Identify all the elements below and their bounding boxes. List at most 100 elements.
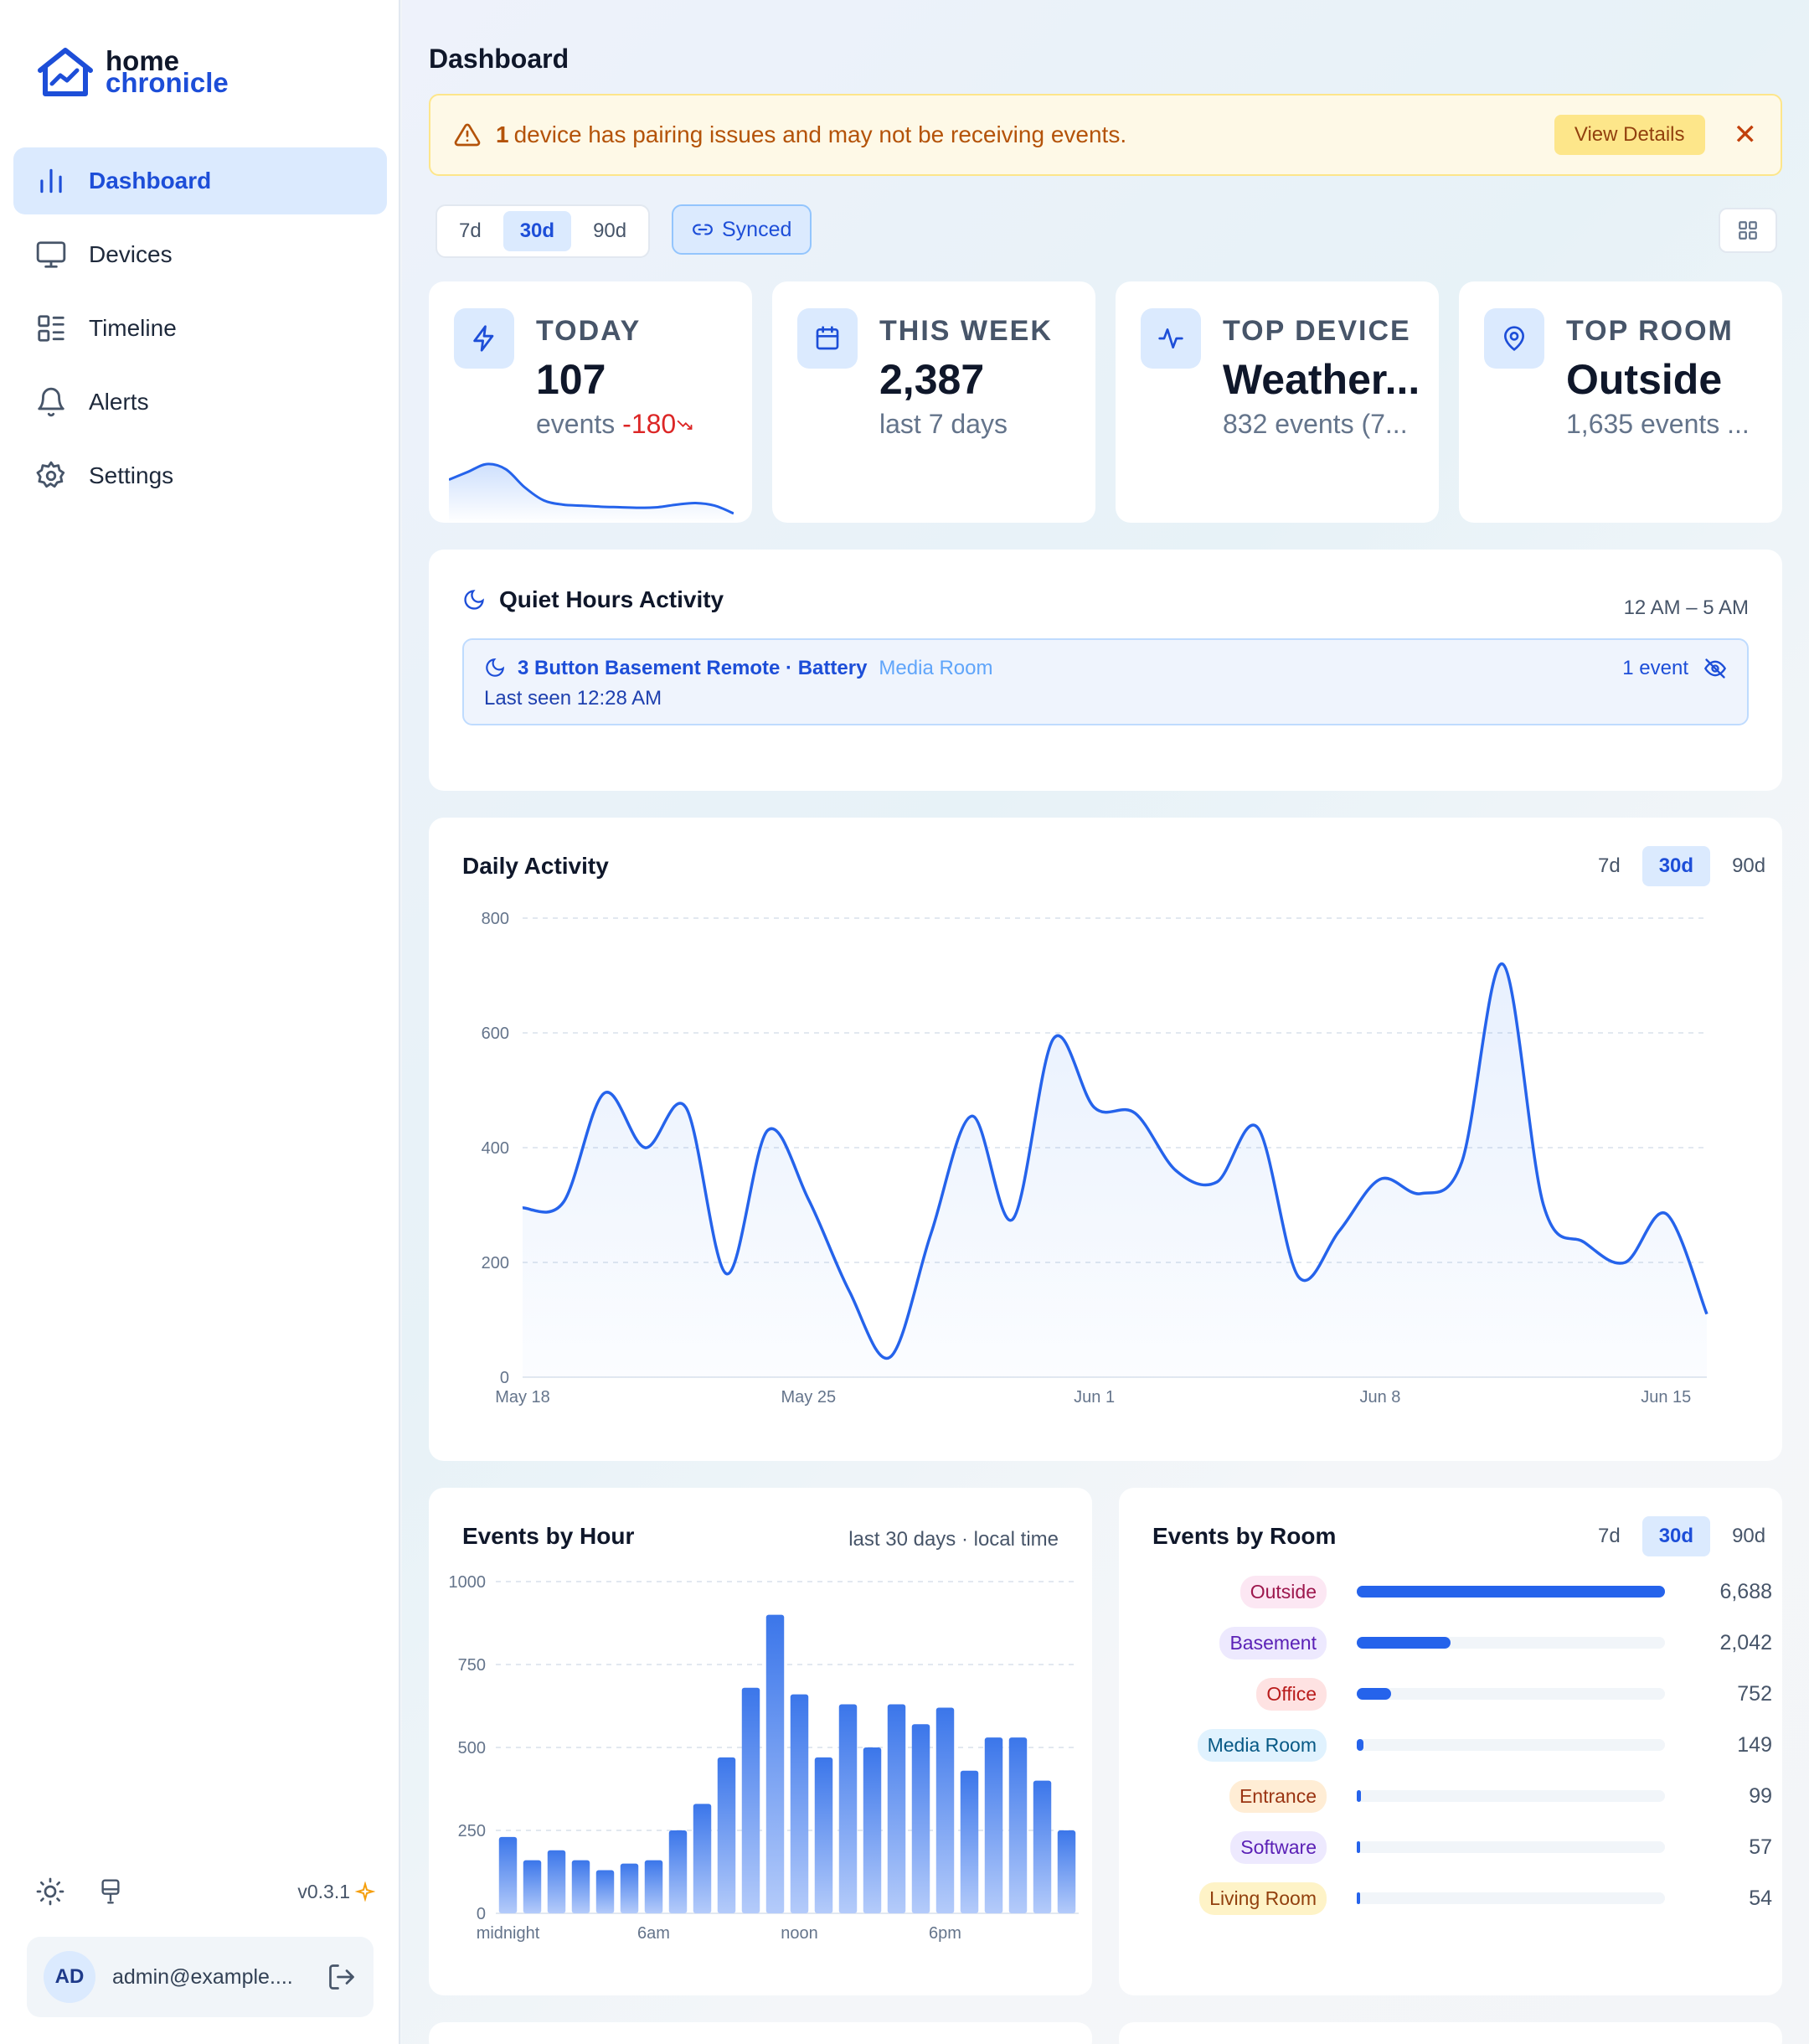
daily-activity-chart: 0 200 400 600 800 May 18 May 25 Jun 1 Jun 8 Jun 1…: [482, 910, 1708, 1407]
room-value: 54: [1749, 1886, 1772, 1910]
y-tick-label: 200: [482, 1254, 509, 1272]
room-row[interactable]: Basement 2,042: [1119, 1624, 1772, 1661]
x-tick-label: 6am: [637, 1924, 670, 1943]
version-label[interactable]: v0.3.1: [297, 1881, 375, 1903]
warning-icon: [454, 123, 481, 147]
sidebar-item-settings[interactable]: Settings: [13, 442, 387, 509]
room-row[interactable]: Office 752: [1119, 1675, 1772, 1712]
layout-grid-button[interactable]: [1719, 208, 1777, 253]
room-row[interactable]: Entrance 99: [1119, 1778, 1772, 1814]
user-card[interactable]: AD admin@example....: [27, 1937, 374, 2017]
list-icon: [38, 315, 64, 342]
quiet-hours-event-row[interactable]: 3 Button Basement Remote · Battery Media …: [462, 638, 1749, 725]
daily-activity-card: Daily Activity 7d 30d 90d 0 200 400 600 800 M…: [429, 818, 1782, 1461]
daily-range-7d[interactable]: 7d: [1598, 854, 1621, 877]
room-value: 57: [1749, 1835, 1772, 1859]
events-by-hour-title: Events by Hour: [462, 1523, 635, 1549]
room-bar: [1357, 1892, 1361, 1904]
room-row[interactable]: Media Room 149: [1119, 1727, 1772, 1763]
user-email: admin@example....: [112, 1964, 293, 1989]
sidebar-item-timeline[interactable]: Timeline: [13, 295, 387, 362]
data-point: [1337, 1229, 1341, 1232]
room-value: 752: [1737, 1681, 1772, 1706]
data-point: [1501, 963, 1504, 966]
room-range-7d[interactable]: 7d: [1598, 1525, 1621, 1547]
logo-line2: chronicle: [106, 67, 229, 98]
room-bar: [1357, 1637, 1451, 1649]
stat-card-top-device[interactable]: TOP DEVICE Weather... 832 events (7...: [1116, 281, 1439, 523]
stat-label: TODAY: [536, 315, 642, 347]
room-range-30d[interactable]: 30d: [1642, 1516, 1711, 1556]
stat-sub: last 7 days: [879, 409, 1008, 439]
room-row[interactable]: Software 57: [1119, 1829, 1772, 1866]
room-bar-track: [1357, 1739, 1665, 1751]
stat-card-top-room[interactable]: TOP ROOM Outside 1,635 events ...: [1459, 281, 1782, 523]
events-by-hour-note: last 30 days · local time: [848, 1528, 1059, 1551]
hour-bar: [547, 1850, 566, 1913]
events-by-hour-chart: 0 250 500 750 1000 midnight 6am noon 6pm: [449, 1573, 1079, 1943]
sidebar-item-dashboard[interactable]: Dashboard: [13, 147, 387, 214]
room-bar-track: [1357, 1892, 1665, 1904]
data-point: [1011, 1218, 1014, 1221]
banner-message: device has pairing issues and may not be…: [513, 121, 1127, 147]
synced-toggle[interactable]: Synced: [672, 204, 812, 255]
quiet-hours-last-seen: Last seen 12:28 AM: [484, 687, 662, 710]
quiet-hours-title: Quiet Hours Activity: [499, 586, 724, 612]
sparkle-icon: [355, 1881, 375, 1902]
sidebar-item-label: Alerts: [89, 389, 149, 415]
range-90d-button[interactable]: 90d: [593, 219, 627, 242]
data-point: [1133, 1112, 1136, 1115]
hour-bar: [790, 1694, 809, 1913]
daily-range-30d[interactable]: 30d: [1642, 846, 1711, 886]
room-pill: Media Room: [1197, 1728, 1327, 1762]
room-pill: Office: [1256, 1677, 1327, 1711]
events-by-hour-card: Events by Hour last 30 days · local time…: [429, 1488, 1092, 1995]
y-tick-label: 750: [458, 1656, 486, 1675]
stat-value: 2,387: [879, 356, 985, 403]
hour-bar: [1033, 1780, 1052, 1913]
range-30d-button[interactable]: 30d: [502, 211, 572, 251]
stat-label: TOP ROOM: [1566, 315, 1734, 347]
bar-chart-icon: [40, 168, 62, 194]
link-icon: [693, 224, 713, 235]
room-bar-track: [1357, 1586, 1665, 1598]
daily-range-90d[interactable]: 90d: [1732, 854, 1766, 877]
room-row[interactable]: Outside 6,688: [1119, 1573, 1772, 1610]
hour-bar: [668, 1830, 688, 1913]
brush-icon[interactable]: [97, 1876, 124, 1907]
logo[interactable]: home chronicle: [35, 45, 229, 99]
eye-off-icon[interactable]: [1703, 657, 1727, 680]
room-pill: Outside: [1240, 1575, 1327, 1608]
quiet-hours-device[interactable]: 3 Button Basement Remote · Battery: [518, 657, 868, 679]
sidebar-item-devices[interactable]: Devices: [13, 221, 387, 288]
room-value: 2,042: [1719, 1630, 1772, 1654]
data-point: [1379, 1178, 1382, 1181]
data-point: [766, 1128, 770, 1132]
logout-icon[interactable]: [327, 1962, 357, 1992]
stat-sub: 1,635 events ...: [1566, 409, 1750, 439]
sidebar-item-alerts[interactable]: Alerts: [13, 369, 387, 436]
hour-bar: [595, 1870, 615, 1913]
room-pill: Software: [1230, 1830, 1327, 1864]
hour-bar: [620, 1863, 639, 1913]
room-range-90d[interactable]: 90d: [1732, 1525, 1766, 1547]
range-7d-button[interactable]: 7d: [459, 219, 482, 242]
next-card-left: [429, 2022, 1092, 2044]
avatar: AD: [44, 1951, 95, 2003]
hour-bar: [765, 1614, 785, 1913]
close-icon[interactable]: ✕: [1733, 119, 1758, 151]
view-details-button[interactable]: View Details: [1554, 115, 1705, 155]
moon-icon: [464, 590, 484, 610]
trend-down-icon: [677, 420, 693, 430]
room-list: Outside 6,688 Basement 2,042 Office 752 Media …: [1119, 1488, 1772, 1995]
stat-value: 107: [536, 356, 606, 403]
data-point: [684, 1106, 688, 1109]
sidebar-item-label: Dashboard: [89, 168, 212, 194]
bell-icon: [38, 387, 64, 417]
sun-icon[interactable]: [35, 1876, 65, 1907]
moon-icon: [486, 658, 505, 677]
room-bar-track: [1357, 1637, 1665, 1649]
y-tick-label: 0: [477, 1905, 486, 1923]
room-row[interactable]: Living Room 54: [1119, 1880, 1772, 1917]
stat-value: Weather...: [1223, 356, 1420, 403]
